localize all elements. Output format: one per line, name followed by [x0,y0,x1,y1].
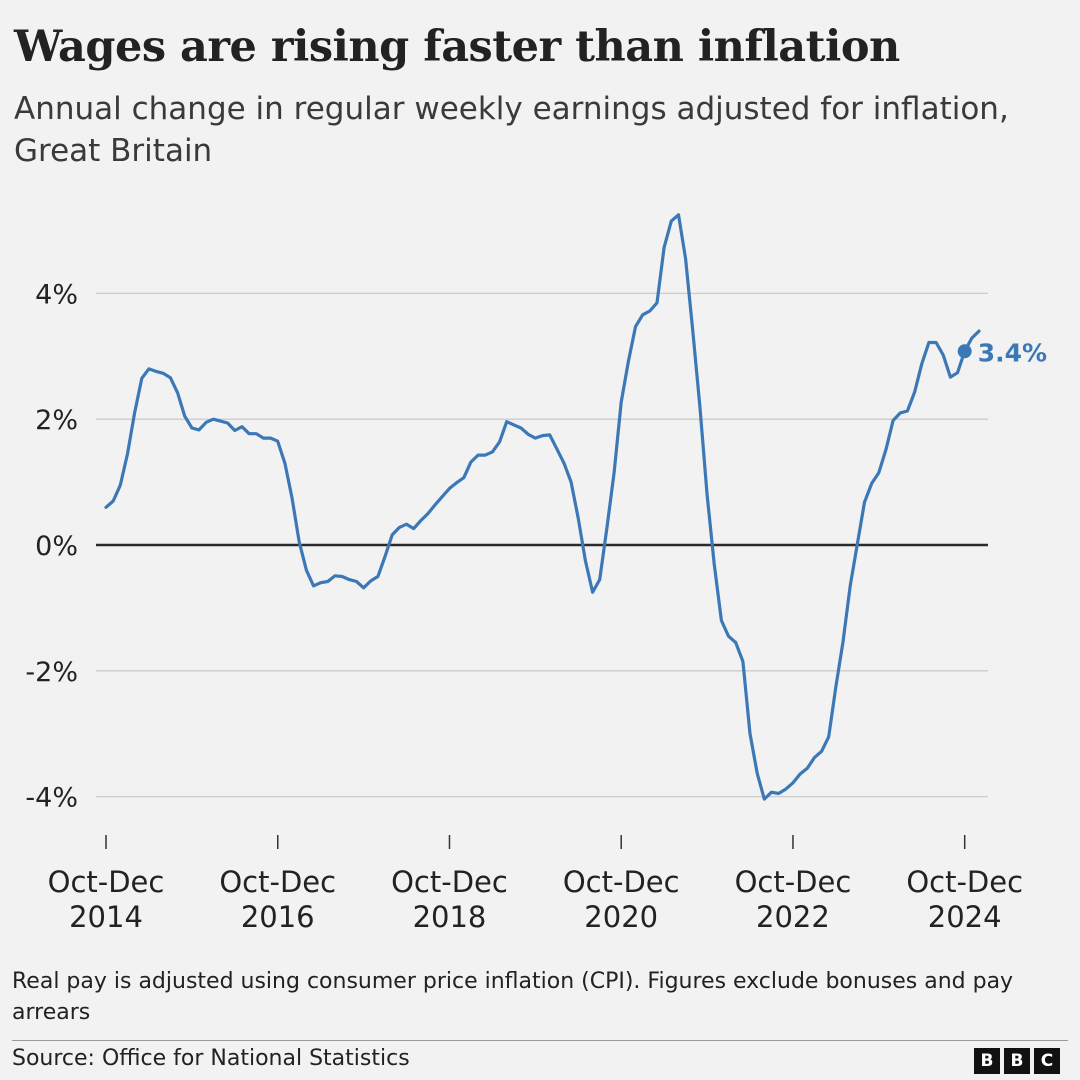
x-tick-year: 2020 [584,900,658,934]
y-tick-label: -4% [25,783,78,814]
y-axis-labels: 4% 2% 0% -2% -4% [25,279,78,813]
x-tick-year: 2018 [413,900,487,934]
last-point-marker [957,344,972,359]
x-tick-label: Oct-Dec [735,865,852,899]
y-tick-label: 0% [35,531,78,562]
x-tick-label: Oct-Dec [563,865,680,899]
chart-title: Wages are rising faster than inflation [14,22,900,72]
x-tick-year: 2014 [69,900,143,934]
x-tick-label: Oct-Dec [219,865,336,899]
footnote: Real pay is adjusted using consumer pric… [12,969,1014,1025]
y-tick-label: 4% [35,279,78,310]
line-chart: 4%2%0%-2%-4% Oct-Dec2014Oct-Dec2016Oct-D… [25,213,1047,934]
footer-divider [12,1040,1068,1041]
chart-subtitle: Annual change in regular weekly earnings… [14,91,1009,169]
source-text: Source: Office for National Statistics [12,1046,410,1071]
x-tick-label: Oct-Dec [48,865,165,899]
series [104,213,981,801]
x-tick-year: 2024 [928,900,1002,934]
series-line [104,213,981,801]
x-tick-year: 2022 [756,900,830,934]
gridlines [96,292,988,798]
y-tick-label: 2% [35,405,78,436]
x-tick-label: Oct-Dec [906,865,1023,899]
x-tick-year: 2016 [241,900,315,934]
bbc-logo: B B C [974,1048,1060,1074]
logo-letter: B [974,1048,1000,1074]
annotations: 3.4% [957,338,1047,367]
last-value-label: 3.4% [978,338,1047,367]
x-axis: Oct-Dec2014Oct-Dec2016Oct-Dec2018Oct-Dec… [48,835,1023,934]
x-tick-label: Oct-Dec [391,865,508,899]
logo-letter: B [1004,1048,1030,1074]
y-tick-label: -2% [25,657,78,688]
logo-letter: C [1034,1048,1060,1074]
